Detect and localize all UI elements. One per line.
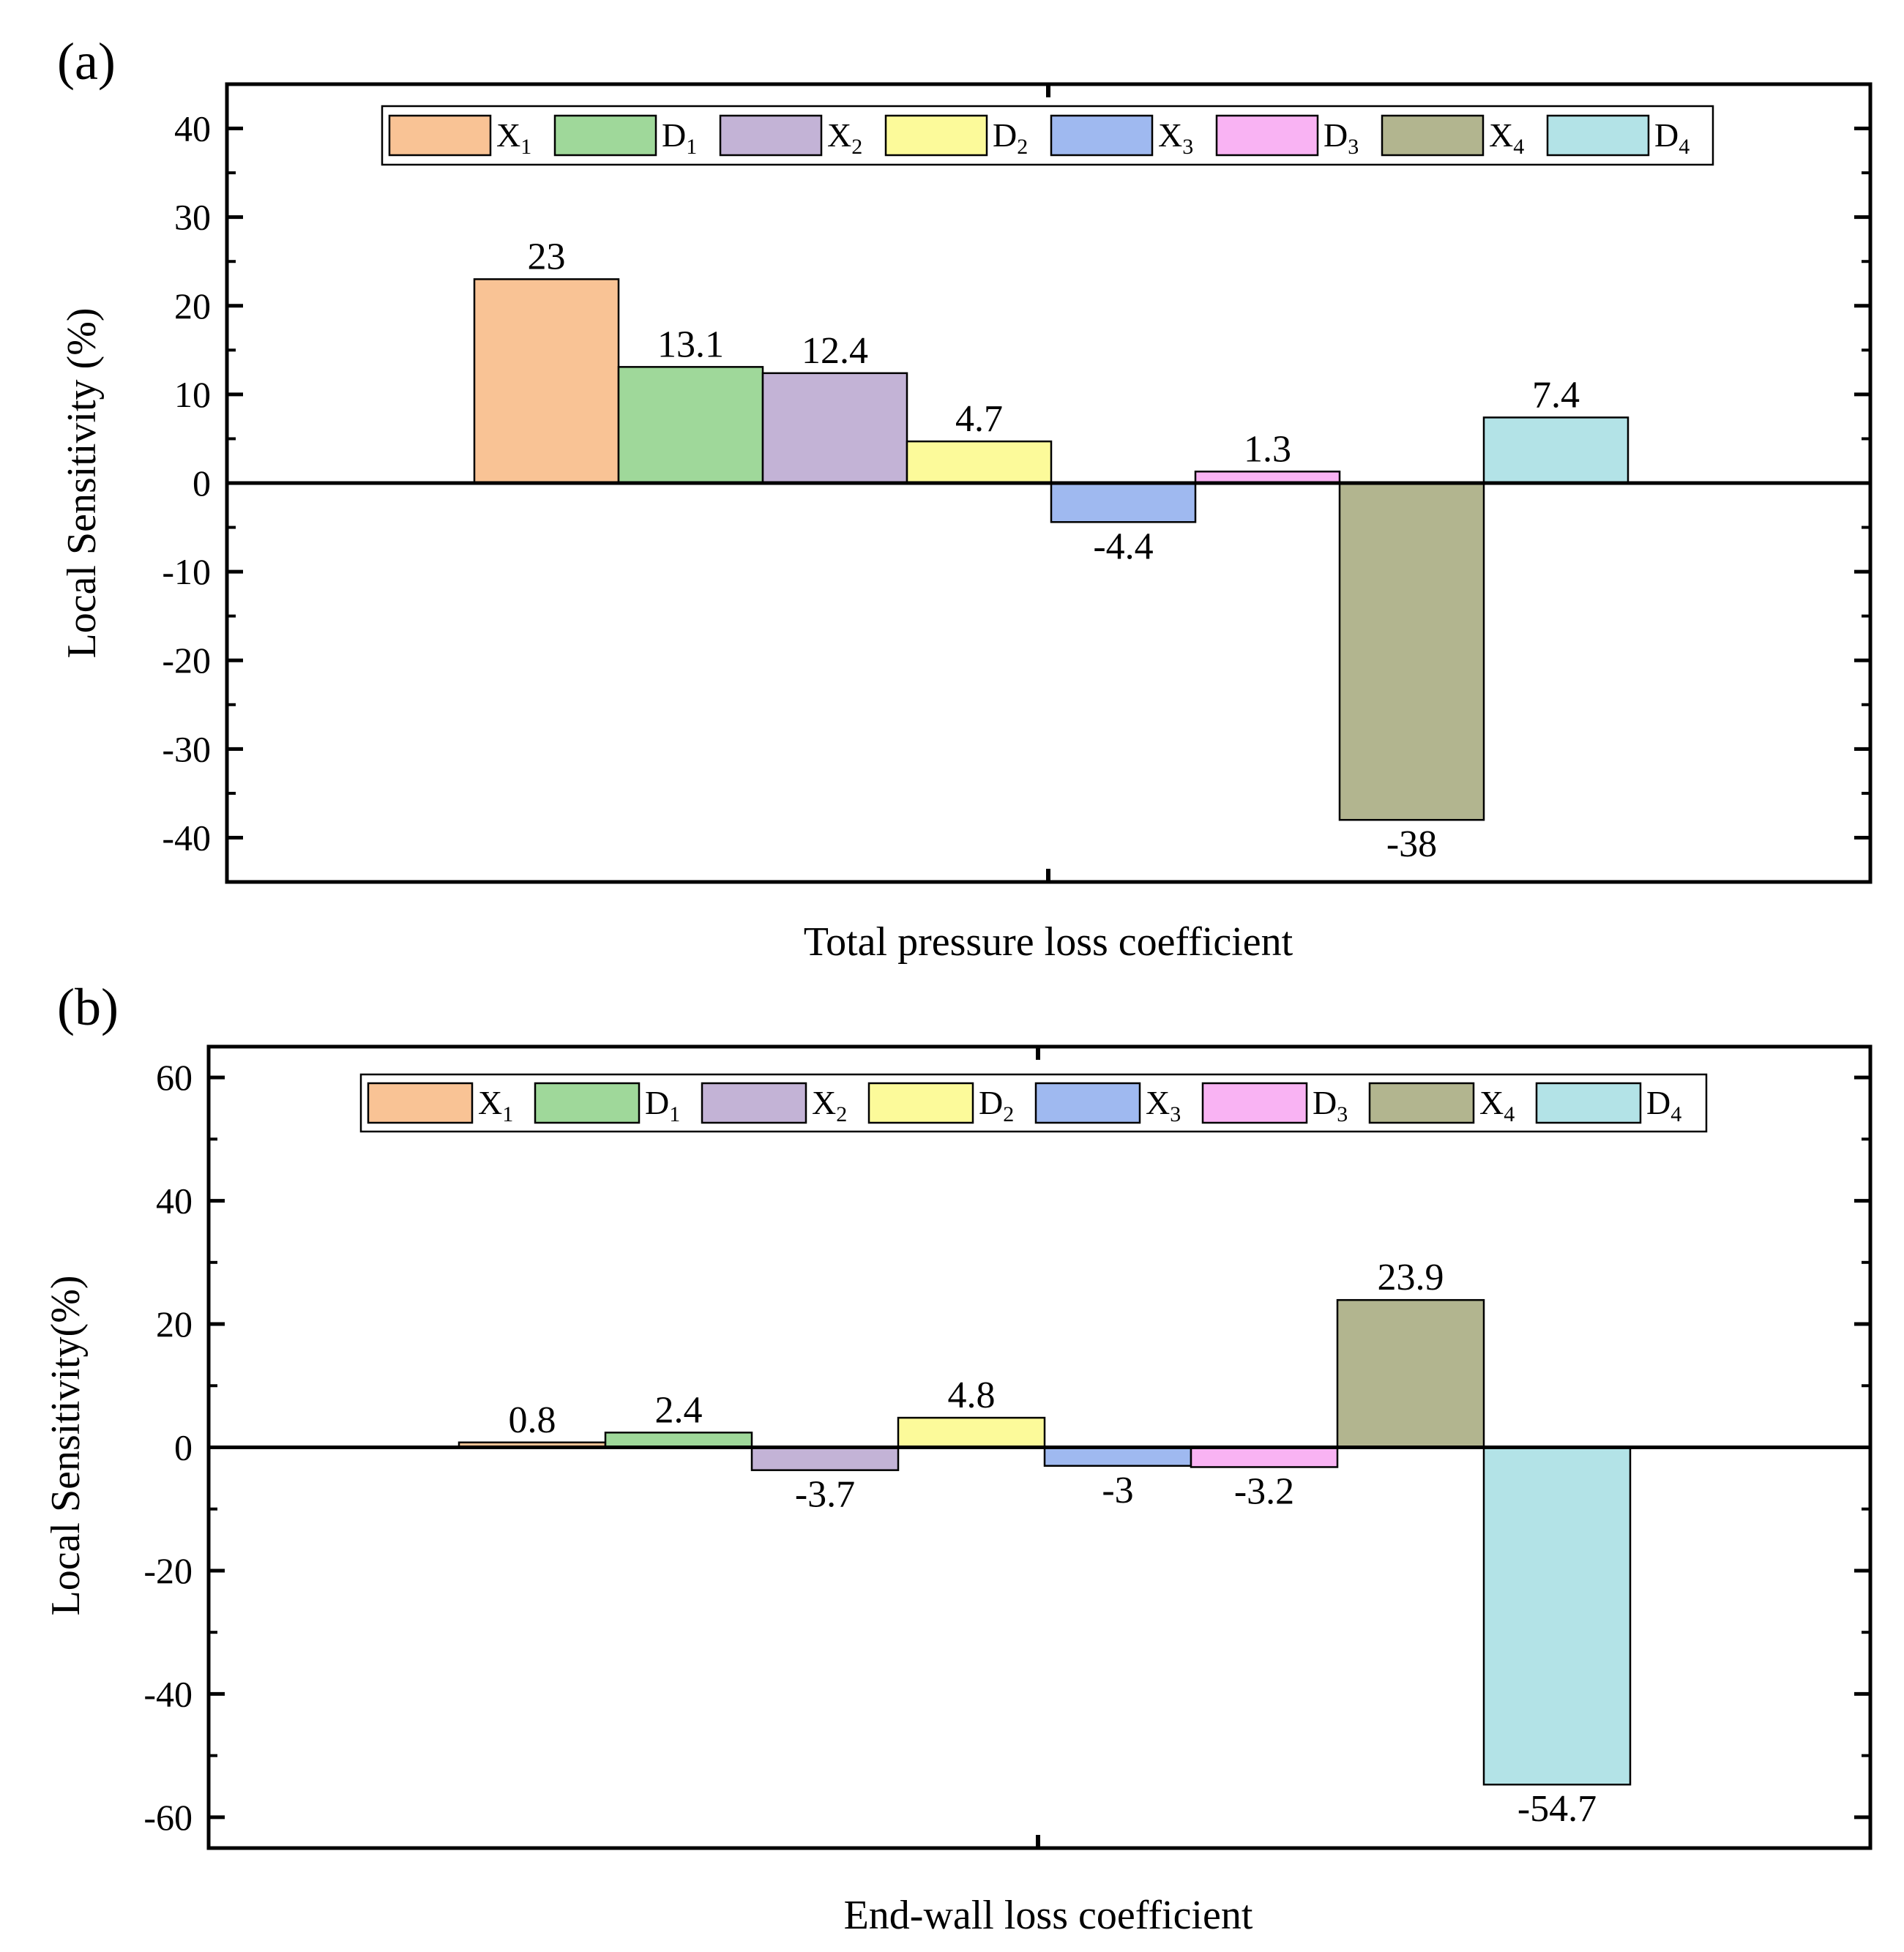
bar-d4 xyxy=(1482,1446,1632,1786)
bar-value-label: 23.9 xyxy=(1378,1257,1444,1298)
bar-x1 xyxy=(473,278,620,485)
bar-d2 xyxy=(897,1416,1046,1448)
panel-a-y-tick-label: 30 xyxy=(174,197,211,238)
legend-swatch-d3 xyxy=(1215,114,1319,157)
bar-d1 xyxy=(604,1432,753,1448)
legend-swatch-x1 xyxy=(367,1082,474,1124)
panel-a-x-axis-title: Total pressure loss coefficient xyxy=(804,919,1293,965)
panel-a-y-axis-title: Local Sensitivity (%) xyxy=(59,307,105,658)
bar-value-label: -38 xyxy=(1386,823,1437,865)
bar-d3 xyxy=(1190,1446,1339,1468)
legend-swatch-x2 xyxy=(701,1082,807,1124)
legend-swatch-x3 xyxy=(1034,1082,1141,1124)
panel-b-y-axis-title: Local Sensitivity(%) xyxy=(43,1275,89,1615)
panel-b-x-axis-title: End-wall loss coefficient xyxy=(844,1893,1253,1938)
panel-a-y-tick-label: -20 xyxy=(162,640,211,681)
legend-swatch-d1 xyxy=(553,114,657,157)
bar-value-label: 12.4 xyxy=(802,330,868,372)
bar-value-label: 23 xyxy=(528,236,566,277)
bar-value-label: 7.4 xyxy=(1532,374,1580,416)
bar-value-label: 4.7 xyxy=(955,398,1003,440)
bar-value-label: 13.1 xyxy=(657,324,724,365)
panel-b-y-tick-label: 0 xyxy=(174,1427,193,1468)
panel-b-plot-area: 60 40 20 0 -20 -40 -60 0.8 2.4 -3.7 4.8 -3 -3.2 23.9 -… xyxy=(143,1044,1873,1850)
bar-x3 xyxy=(1043,1446,1192,1467)
bar-x3 xyxy=(1050,482,1197,523)
panel-a-label: (a) xyxy=(57,32,116,91)
panel-a-legend: X1 D1 X2 D2 X3 D3 X4 D4 xyxy=(381,105,1714,166)
panel-b-y-tick-label: -40 xyxy=(143,1673,193,1714)
bar-value-label: -3.2 xyxy=(1234,1470,1294,1512)
bar-d4 xyxy=(1482,416,1629,485)
bar-value-label: -54.7 xyxy=(1517,1788,1597,1830)
panel-a-plot-area: 40 30 20 10 0 -10 -20 -30 -40 23 13.1 12.4 4.7 -4.4 1.… xyxy=(162,82,1873,884)
bar-d2 xyxy=(906,440,1053,485)
panel-b-y-tick-label: 20 xyxy=(156,1304,193,1345)
panel-a-y-tick-label: 20 xyxy=(174,285,211,326)
bar-value-label: 0.8 xyxy=(509,1399,556,1441)
bar-value-label: 2.4 xyxy=(655,1389,703,1431)
bar-x2 xyxy=(761,372,908,485)
panel-b-y-tick-label: 60 xyxy=(156,1057,193,1098)
legend-swatch-d4 xyxy=(1546,114,1650,157)
panel-a-y-tick-label: -40 xyxy=(162,817,211,858)
legend-swatch-d2 xyxy=(884,114,988,157)
panel-b-y-tick-label: -20 xyxy=(143,1550,193,1591)
panel-a-y-tick-label: 40 xyxy=(174,108,211,149)
legend-swatch-x4 xyxy=(1368,1082,1475,1124)
legend-swatch-x2 xyxy=(719,114,823,157)
panel-b-label: (b) xyxy=(57,978,119,1036)
legend-swatch-d1 xyxy=(534,1082,641,1124)
bar-x4 xyxy=(1336,1298,1485,1448)
bar-value-label: -4.4 xyxy=(1093,526,1153,567)
bar-value-label: -3 xyxy=(1102,1470,1133,1511)
panel-b: (b) Local Sensitivity(%) End-wall loss c… xyxy=(43,978,1873,1938)
panel-a-y-tick-label: 10 xyxy=(174,374,211,415)
panel-b-y-tick-label: -60 xyxy=(143,1797,193,1838)
panel-b-y-tick-label: 40 xyxy=(156,1181,193,1222)
bar-d1 xyxy=(617,366,764,485)
legend-swatch-x1 xyxy=(388,114,492,157)
legend-swatch-d3 xyxy=(1201,1082,1308,1124)
bar-x4 xyxy=(1338,482,1485,821)
legend-swatch-d4 xyxy=(1535,1082,1642,1124)
bar-value-label: 1.3 xyxy=(1244,428,1291,470)
bar-value-label: -3.7 xyxy=(795,1474,855,1516)
panel-b-legend: X1 D1 X2 D2 X3 D3 X4 D4 xyxy=(359,1073,1708,1133)
legend-label-d1: D1 xyxy=(645,1084,680,1126)
bar-x2 xyxy=(750,1446,900,1471)
panel-a-y-tick-label: -30 xyxy=(162,728,211,769)
panel-a-y-tick-label: -10 xyxy=(162,551,211,592)
panel-a-y-tick-label: 0 xyxy=(193,463,211,504)
legend-swatch-x3 xyxy=(1050,114,1154,157)
legend-label-x4: X4 xyxy=(1489,116,1524,159)
bar-value-label: 4.8 xyxy=(948,1375,996,1416)
panel-a: (a) Local Sensitivity (%) Total pressure… xyxy=(57,32,1873,965)
legend-swatch-x4 xyxy=(1381,114,1485,157)
legend-swatch-d2 xyxy=(867,1082,974,1124)
